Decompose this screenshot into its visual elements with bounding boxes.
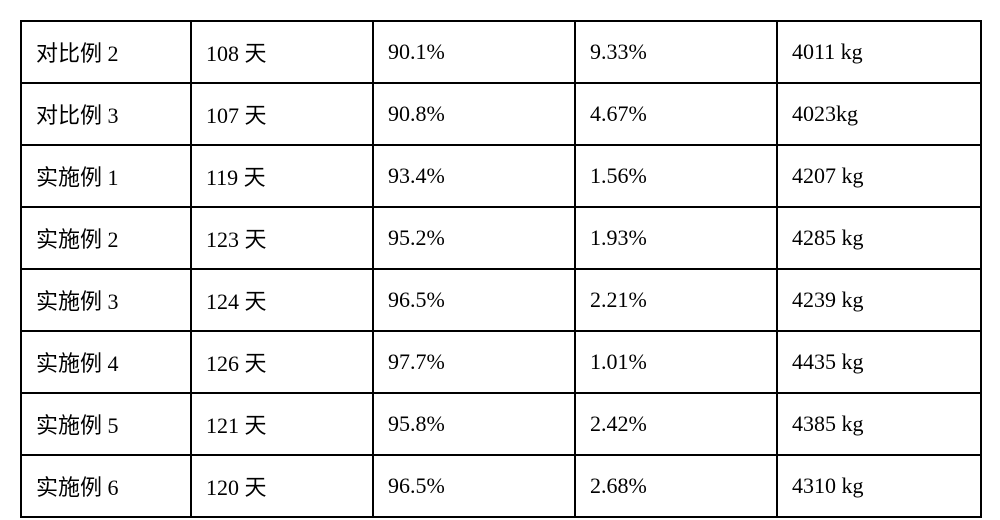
cell-pct2: 9.33% [575, 21, 777, 83]
cell-pct1: 95.8% [373, 393, 575, 455]
cell-days: 123 天 [191, 207, 373, 269]
table-row: 实施例 4 126 天 97.7% 1.01% 4435 kg [21, 331, 981, 393]
cell-weight: 4435 kg [777, 331, 981, 393]
cell-pct2: 2.68% [575, 455, 777, 517]
cell-days: 120 天 [191, 455, 373, 517]
cell-weight: 4385 kg [777, 393, 981, 455]
cell-days: 108 天 [191, 21, 373, 83]
cell-days: 119 天 [191, 145, 373, 207]
cell-weight: 4285 kg [777, 207, 981, 269]
table-row: 实施例 6 120 天 96.5% 2.68% 4310 kg [21, 455, 981, 517]
cell-label: 实施例 5 [21, 393, 191, 455]
cell-pct2: 1.93% [575, 207, 777, 269]
cell-weight: 4207 kg [777, 145, 981, 207]
cell-days: 107 天 [191, 83, 373, 145]
cell-pct1: 95.2% [373, 207, 575, 269]
cell-pct2: 2.42% [575, 393, 777, 455]
cell-weight: 4023kg [777, 83, 981, 145]
table-row: 对比例 2 108 天 90.1% 9.33% 4011 kg [21, 21, 981, 83]
cell-days: 121 天 [191, 393, 373, 455]
data-table: 对比例 2 108 天 90.1% 9.33% 4011 kg 对比例 3 10… [20, 20, 982, 518]
table-row: 实施例 5 121 天 95.8% 2.42% 4385 kg [21, 393, 981, 455]
cell-label: 对比例 2 [21, 21, 191, 83]
cell-weight: 4310 kg [777, 455, 981, 517]
cell-pct2: 1.01% [575, 331, 777, 393]
cell-days: 124 天 [191, 269, 373, 331]
table-row: 实施例 2 123 天 95.2% 1.93% 4285 kg [21, 207, 981, 269]
cell-pct1: 97.7% [373, 331, 575, 393]
cell-label: 实施例 6 [21, 455, 191, 517]
cell-pct1: 93.4% [373, 145, 575, 207]
data-table-body: 对比例 2 108 天 90.1% 9.33% 4011 kg 对比例 3 10… [21, 21, 981, 517]
cell-days: 126 天 [191, 331, 373, 393]
cell-pct1: 90.8% [373, 83, 575, 145]
cell-label: 实施例 4 [21, 331, 191, 393]
cell-weight: 4239 kg [777, 269, 981, 331]
table-row: 实施例 3 124 天 96.5% 2.21% 4239 kg [21, 269, 981, 331]
cell-pct2: 4.67% [575, 83, 777, 145]
cell-pct2: 2.21% [575, 269, 777, 331]
table-row: 实施例 1 119 天 93.4% 1.56% 4207 kg [21, 145, 981, 207]
cell-pct2: 1.56% [575, 145, 777, 207]
table-row: 对比例 3 107 天 90.8% 4.67% 4023kg [21, 83, 981, 145]
cell-label: 对比例 3 [21, 83, 191, 145]
cell-pct1: 96.5% [373, 455, 575, 517]
cell-label: 实施例 2 [21, 207, 191, 269]
cell-label: 实施例 3 [21, 269, 191, 331]
cell-label: 实施例 1 [21, 145, 191, 207]
cell-weight: 4011 kg [777, 21, 981, 83]
cell-pct1: 96.5% [373, 269, 575, 331]
cell-pct1: 90.1% [373, 21, 575, 83]
